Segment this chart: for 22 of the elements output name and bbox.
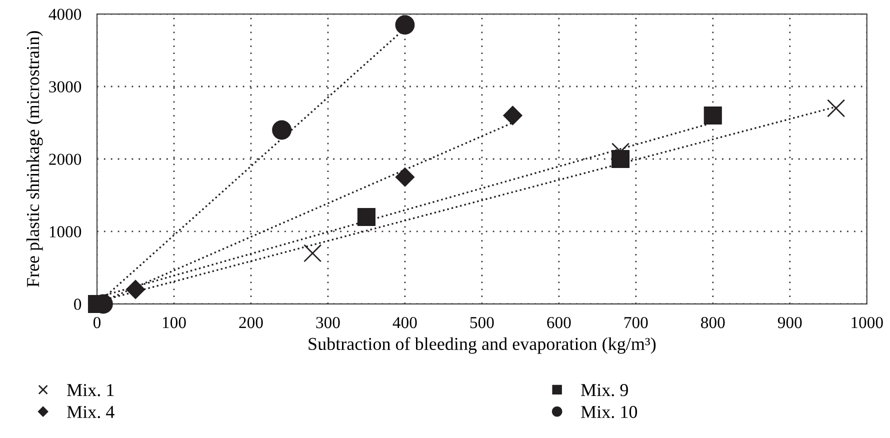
x-tick-label: 400 <box>392 316 417 328</box>
x-tick-label: 200 <box>239 316 263 328</box>
legend-label: Mix. 10 <box>581 406 638 418</box>
legend-label: Mix. 4 <box>67 406 114 418</box>
x-tick-label: 600 <box>547 316 571 328</box>
legend-label: Mix. 9 <box>581 384 628 396</box>
legend-label: Mix. 1 <box>67 384 114 396</box>
x-tick-label: 800 <box>701 316 725 328</box>
x-tick-label: 700 <box>624 316 648 328</box>
y-tick-label: 4000 <box>48 8 82 20</box>
x-tick-label: 500 <box>470 316 494 328</box>
x-tick-label: 1000 <box>852 316 883 328</box>
x-tick-label: 0 <box>93 316 101 328</box>
y-tick-label: 0 <box>74 298 82 310</box>
y-tick-label: 2000 <box>49 154 82 165</box>
x-tick-label: 100 <box>162 316 186 328</box>
y-tick-label: 1000 <box>50 226 82 238</box>
x-axis-title: Subtraction of bleeding and evaporation (kg/m³) <box>308 337 656 354</box>
x-tick-label: 900 <box>778 316 802 328</box>
y-tick-label: 3000 <box>49 81 82 92</box>
y-axis-title: Free plastic shrinkage (microstrain) <box>26 31 43 288</box>
x-tick-label: 300 <box>316 316 340 328</box>
